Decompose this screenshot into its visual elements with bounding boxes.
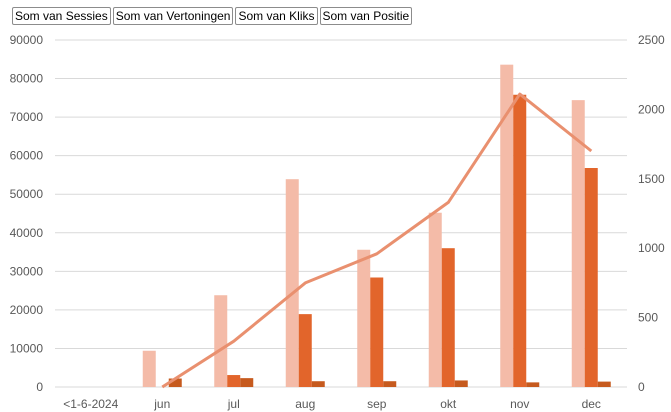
x-tick-label: <1-6-2024 — [63, 397, 118, 411]
bar-0 — [214, 295, 228, 387]
y-right-tick-label: 1000 — [638, 241, 665, 255]
y-left-tick-label: 40000 — [10, 226, 44, 240]
bar-0 — [500, 64, 514, 388]
y-left-tick-label: 90000 — [10, 33, 44, 47]
bar-0 — [571, 100, 585, 387]
x-tick-label: nov — [510, 397, 529, 411]
bar-2 — [240, 378, 254, 387]
gridlines — [55, 39, 627, 388]
field-button-positie[interactable]: Som van Positie — [319, 7, 413, 25]
x-tick-label: okt — [440, 397, 457, 411]
x-tick-label: jul — [227, 397, 240, 411]
bar-0 — [357, 249, 371, 387]
positie-line — [161, 92, 593, 389]
x-tick-label: aug — [295, 397, 315, 411]
y-left-tick-label: 20000 — [10, 303, 44, 317]
y-left-tick-label: 0 — [36, 380, 43, 394]
y-right-tick-label: 500 — [638, 311, 658, 325]
field-button-bar: Som van Sessies Som van Vertoningen Som … — [12, 7, 413, 25]
axis-labels: 0100002000030000400005000060000700008000… — [10, 33, 665, 411]
y-left-tick-label: 30000 — [10, 264, 44, 278]
line-series — [161, 92, 593, 389]
y-left-tick-label: 60000 — [10, 149, 44, 163]
y-right-tick-label: 2500 — [638, 33, 665, 47]
bar-0 — [428, 212, 442, 387]
y-right-tick-label: 2000 — [638, 102, 665, 116]
bar-2 — [597, 381, 611, 387]
bar-2 — [454, 380, 468, 387]
x-tick-label: dec — [582, 397, 601, 411]
bar-2 — [311, 381, 325, 387]
bar-series — [142, 64, 611, 388]
y-left-tick-label: 10000 — [10, 341, 44, 355]
bar-2 — [383, 381, 397, 387]
y-right-tick-label: 0 — [638, 380, 645, 394]
bar-0 — [142, 350, 156, 387]
bar-1 — [584, 168, 598, 387]
y-right-tick-label: 1500 — [638, 172, 665, 186]
x-tick-label: jun — [153, 397, 170, 411]
field-button-kliks[interactable]: Som van Kliks — [235, 7, 318, 25]
bar-1 — [513, 94, 527, 387]
y-left-tick-label: 70000 — [10, 110, 44, 124]
bar-1 — [370, 277, 384, 387]
bar-1 — [227, 375, 241, 387]
bar-1 — [441, 248, 455, 387]
x-tick-label: sep — [367, 397, 387, 411]
bar-1 — [298, 314, 312, 387]
bar-0 — [285, 179, 299, 387]
bar-2 — [168, 378, 182, 387]
y-left-tick-label: 80000 — [10, 72, 44, 86]
field-button-vertoningen[interactable]: Som van Vertoningen — [112, 7, 234, 25]
field-button-sessies[interactable]: Som van Sessies — [12, 7, 111, 25]
bar-2 — [526, 382, 540, 387]
y-left-tick-label: 50000 — [10, 187, 44, 201]
